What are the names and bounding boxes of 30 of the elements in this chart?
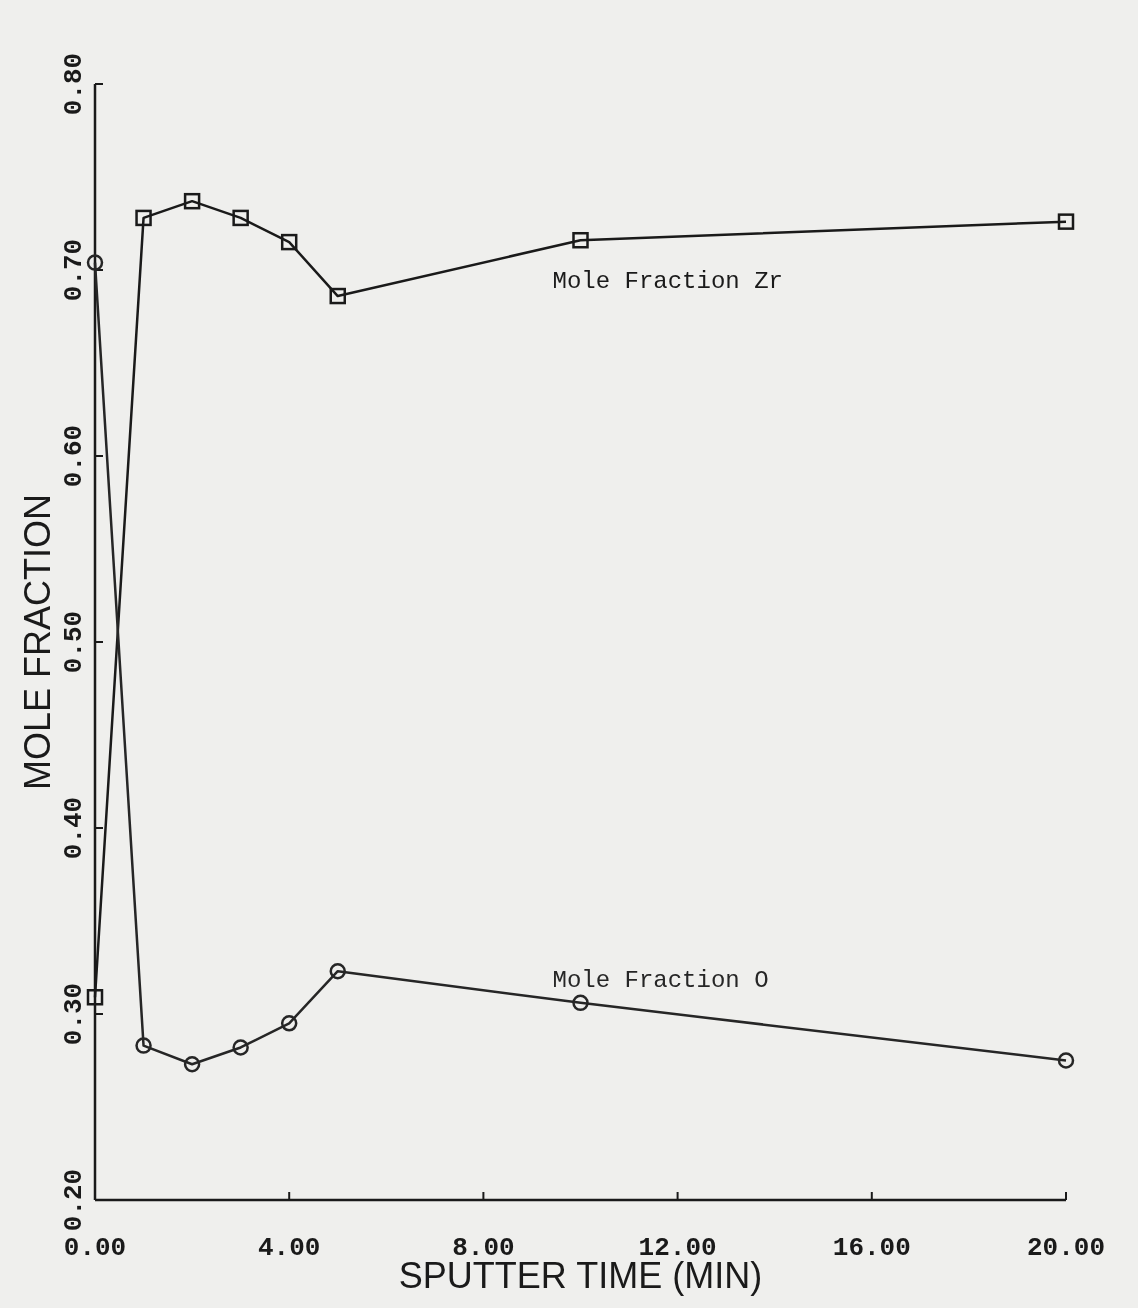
series-label: Mole Fraction O: [552, 966, 769, 994]
y-tick-label: 0.30: [59, 982, 89, 1046]
point: [329, 962, 346, 980]
point: [86, 254, 104, 271]
y-tick-label: 0.80: [59, 52, 89, 116]
y-tick-label: 0.50: [59, 610, 89, 674]
point: [232, 1039, 249, 1056]
point: [183, 1055, 201, 1073]
point: [572, 231, 589, 249]
y-tick-label: 0.70: [59, 238, 89, 302]
point: [232, 209, 249, 227]
point: [135, 209, 152, 227]
point: [280, 233, 298, 251]
y-tick-label: 0.40: [59, 796, 89, 860]
series-label: Mole Fraction Zr: [552, 268, 783, 296]
point: [329, 287, 346, 305]
y-axis-title: MOLE FRACTION: [17, 493, 58, 791]
y-tick-label: 0.60: [59, 424, 89, 488]
y-tick-label: 0.20: [59, 1168, 89, 1232]
point: [572, 994, 589, 1012]
point: [86, 989, 104, 1006]
point: [280, 1015, 298, 1032]
point: [135, 1037, 152, 1054]
x-tick-label: 20.00: [1026, 1233, 1106, 1263]
point: [183, 192, 201, 210]
x-tick-label: 16.00: [832, 1233, 911, 1263]
point: [1057, 1052, 1075, 1069]
point: [1057, 213, 1075, 230]
x-tick-label: 4.00: [257, 1233, 321, 1263]
x-tick-label: 0.00: [63, 1233, 127, 1263]
